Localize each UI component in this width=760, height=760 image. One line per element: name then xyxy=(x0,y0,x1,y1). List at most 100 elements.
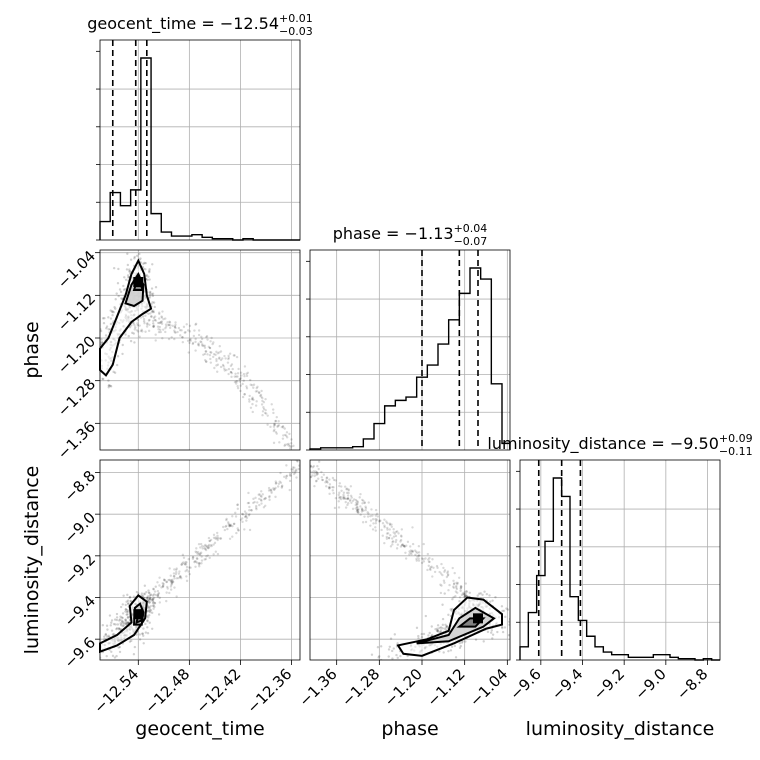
sample-point xyxy=(138,633,142,636)
sample-point xyxy=(214,353,217,357)
sample-point xyxy=(226,361,230,364)
hist-grid-geocent_time xyxy=(100,40,300,240)
sample-point xyxy=(161,337,164,340)
sample-point xyxy=(109,317,113,320)
sample-point xyxy=(442,579,446,582)
sample-point xyxy=(158,601,162,604)
sample-point xyxy=(391,540,395,543)
sample-point xyxy=(239,389,242,393)
sample-point xyxy=(325,476,329,479)
sample-point xyxy=(430,633,434,637)
sample-point xyxy=(197,563,201,566)
sample-point xyxy=(105,654,108,658)
sample-point xyxy=(274,482,278,485)
sample-point xyxy=(151,611,154,615)
sample-point xyxy=(175,595,178,598)
sample-point xyxy=(264,497,267,500)
sample-point xyxy=(232,522,236,526)
sample-point xyxy=(185,568,189,571)
sample-point xyxy=(181,340,185,344)
sample-point xyxy=(257,493,260,496)
sample-point xyxy=(481,593,484,596)
panel-title-geocent_time: geocent_time = −12.54+0.01 xyxy=(87,12,313,34)
sample-point xyxy=(101,317,105,320)
sample-point xyxy=(295,469,298,473)
sample-point xyxy=(156,595,160,598)
sample-point xyxy=(276,424,280,428)
sample-point xyxy=(417,557,420,560)
sample-point xyxy=(258,503,261,507)
sample-point xyxy=(287,444,290,447)
sample-point xyxy=(285,431,289,434)
sample-point xyxy=(340,489,343,492)
sample-point xyxy=(143,261,146,265)
sample-point xyxy=(127,334,130,338)
sample-point xyxy=(290,445,293,448)
sample-point xyxy=(124,287,127,291)
sample-point xyxy=(447,613,450,617)
sample-point xyxy=(293,466,296,469)
sample-point xyxy=(229,371,233,374)
sample-point xyxy=(229,523,233,526)
sample-point xyxy=(272,429,276,433)
sample-point xyxy=(355,506,359,509)
sample-point xyxy=(388,523,392,526)
sample-point xyxy=(252,501,255,505)
sample-point xyxy=(342,491,346,494)
sample-point xyxy=(448,583,451,587)
scatter-panel-geocent_time-luminosity_distance xyxy=(99,459,301,661)
sample-point xyxy=(209,538,213,542)
sample-point xyxy=(452,595,455,599)
sample-point xyxy=(160,322,164,325)
sample-point xyxy=(133,257,136,260)
sample-point xyxy=(391,543,394,546)
sample-point xyxy=(133,645,137,649)
sample-point xyxy=(286,443,289,446)
sample-point xyxy=(204,360,208,363)
sample-point xyxy=(144,631,148,634)
scatter-grid xyxy=(100,250,300,450)
sample-point xyxy=(438,626,441,630)
sample-point xyxy=(234,515,238,518)
sample-point xyxy=(107,386,110,389)
sample-point xyxy=(460,641,464,644)
sample-point xyxy=(321,478,325,482)
x-tick-label: −12.54 xyxy=(90,665,142,717)
sample-point xyxy=(157,328,160,331)
sample-point xyxy=(124,607,128,611)
sample-point xyxy=(180,577,183,580)
sample-point xyxy=(314,470,317,473)
sample-point xyxy=(159,328,162,332)
sample-point xyxy=(141,330,144,333)
sample-point xyxy=(148,591,151,595)
sample-point xyxy=(392,531,395,534)
sample-point xyxy=(150,310,154,313)
title-sup: +0.01 xyxy=(279,12,313,25)
sample-point xyxy=(100,338,103,341)
sample-point xyxy=(168,321,172,324)
sample-point xyxy=(119,615,122,618)
sample-point xyxy=(215,350,218,354)
sample-point xyxy=(165,591,168,594)
sample-point xyxy=(109,322,113,326)
y-tick-label: −9.0 xyxy=(61,509,99,547)
sample-point xyxy=(152,325,155,328)
sample-point xyxy=(264,504,267,508)
sample-point xyxy=(172,572,176,575)
sample-point xyxy=(170,336,173,339)
sample-point xyxy=(152,301,156,304)
sample-point xyxy=(445,575,449,579)
sample-point xyxy=(146,278,149,282)
sample-point xyxy=(456,591,459,595)
sample-point xyxy=(137,592,140,595)
sample-point xyxy=(326,481,329,484)
sample-point xyxy=(264,412,268,415)
sample-point xyxy=(385,532,389,535)
sample-point xyxy=(355,503,359,506)
sample-point xyxy=(238,377,241,381)
sample-point xyxy=(147,319,151,322)
sample-point xyxy=(154,585,157,588)
sample-point xyxy=(200,562,203,565)
sample-point xyxy=(100,329,103,333)
sample-point xyxy=(119,605,123,609)
